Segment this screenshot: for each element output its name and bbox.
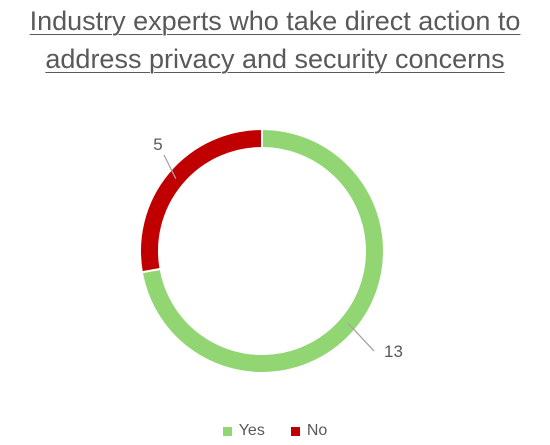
chart-title: Industry experts who take direct action … [0,2,550,78]
chart-title-line-1: Industry experts who take direct action … [29,6,521,36]
leader-line-no [163,154,177,179]
data-label-no: 5 [153,135,162,154]
chart-legend: Yes No [0,422,550,440]
legend-swatch-no [290,426,300,436]
donut-slice-no [139,127,263,274]
legend-item-no: No [290,422,328,440]
leader-line-yes [347,322,375,352]
data-label-yes: 13 [384,342,403,361]
donut-slice-yes [140,127,385,374]
chart-title-line-2: address privacy and security concerns [45,44,505,74]
legend-label-yes: Yes [238,422,265,439]
legend-item-yes: Yes [222,422,265,440]
legend-label-no: No [306,422,328,439]
legend-swatch-yes [222,426,232,436]
